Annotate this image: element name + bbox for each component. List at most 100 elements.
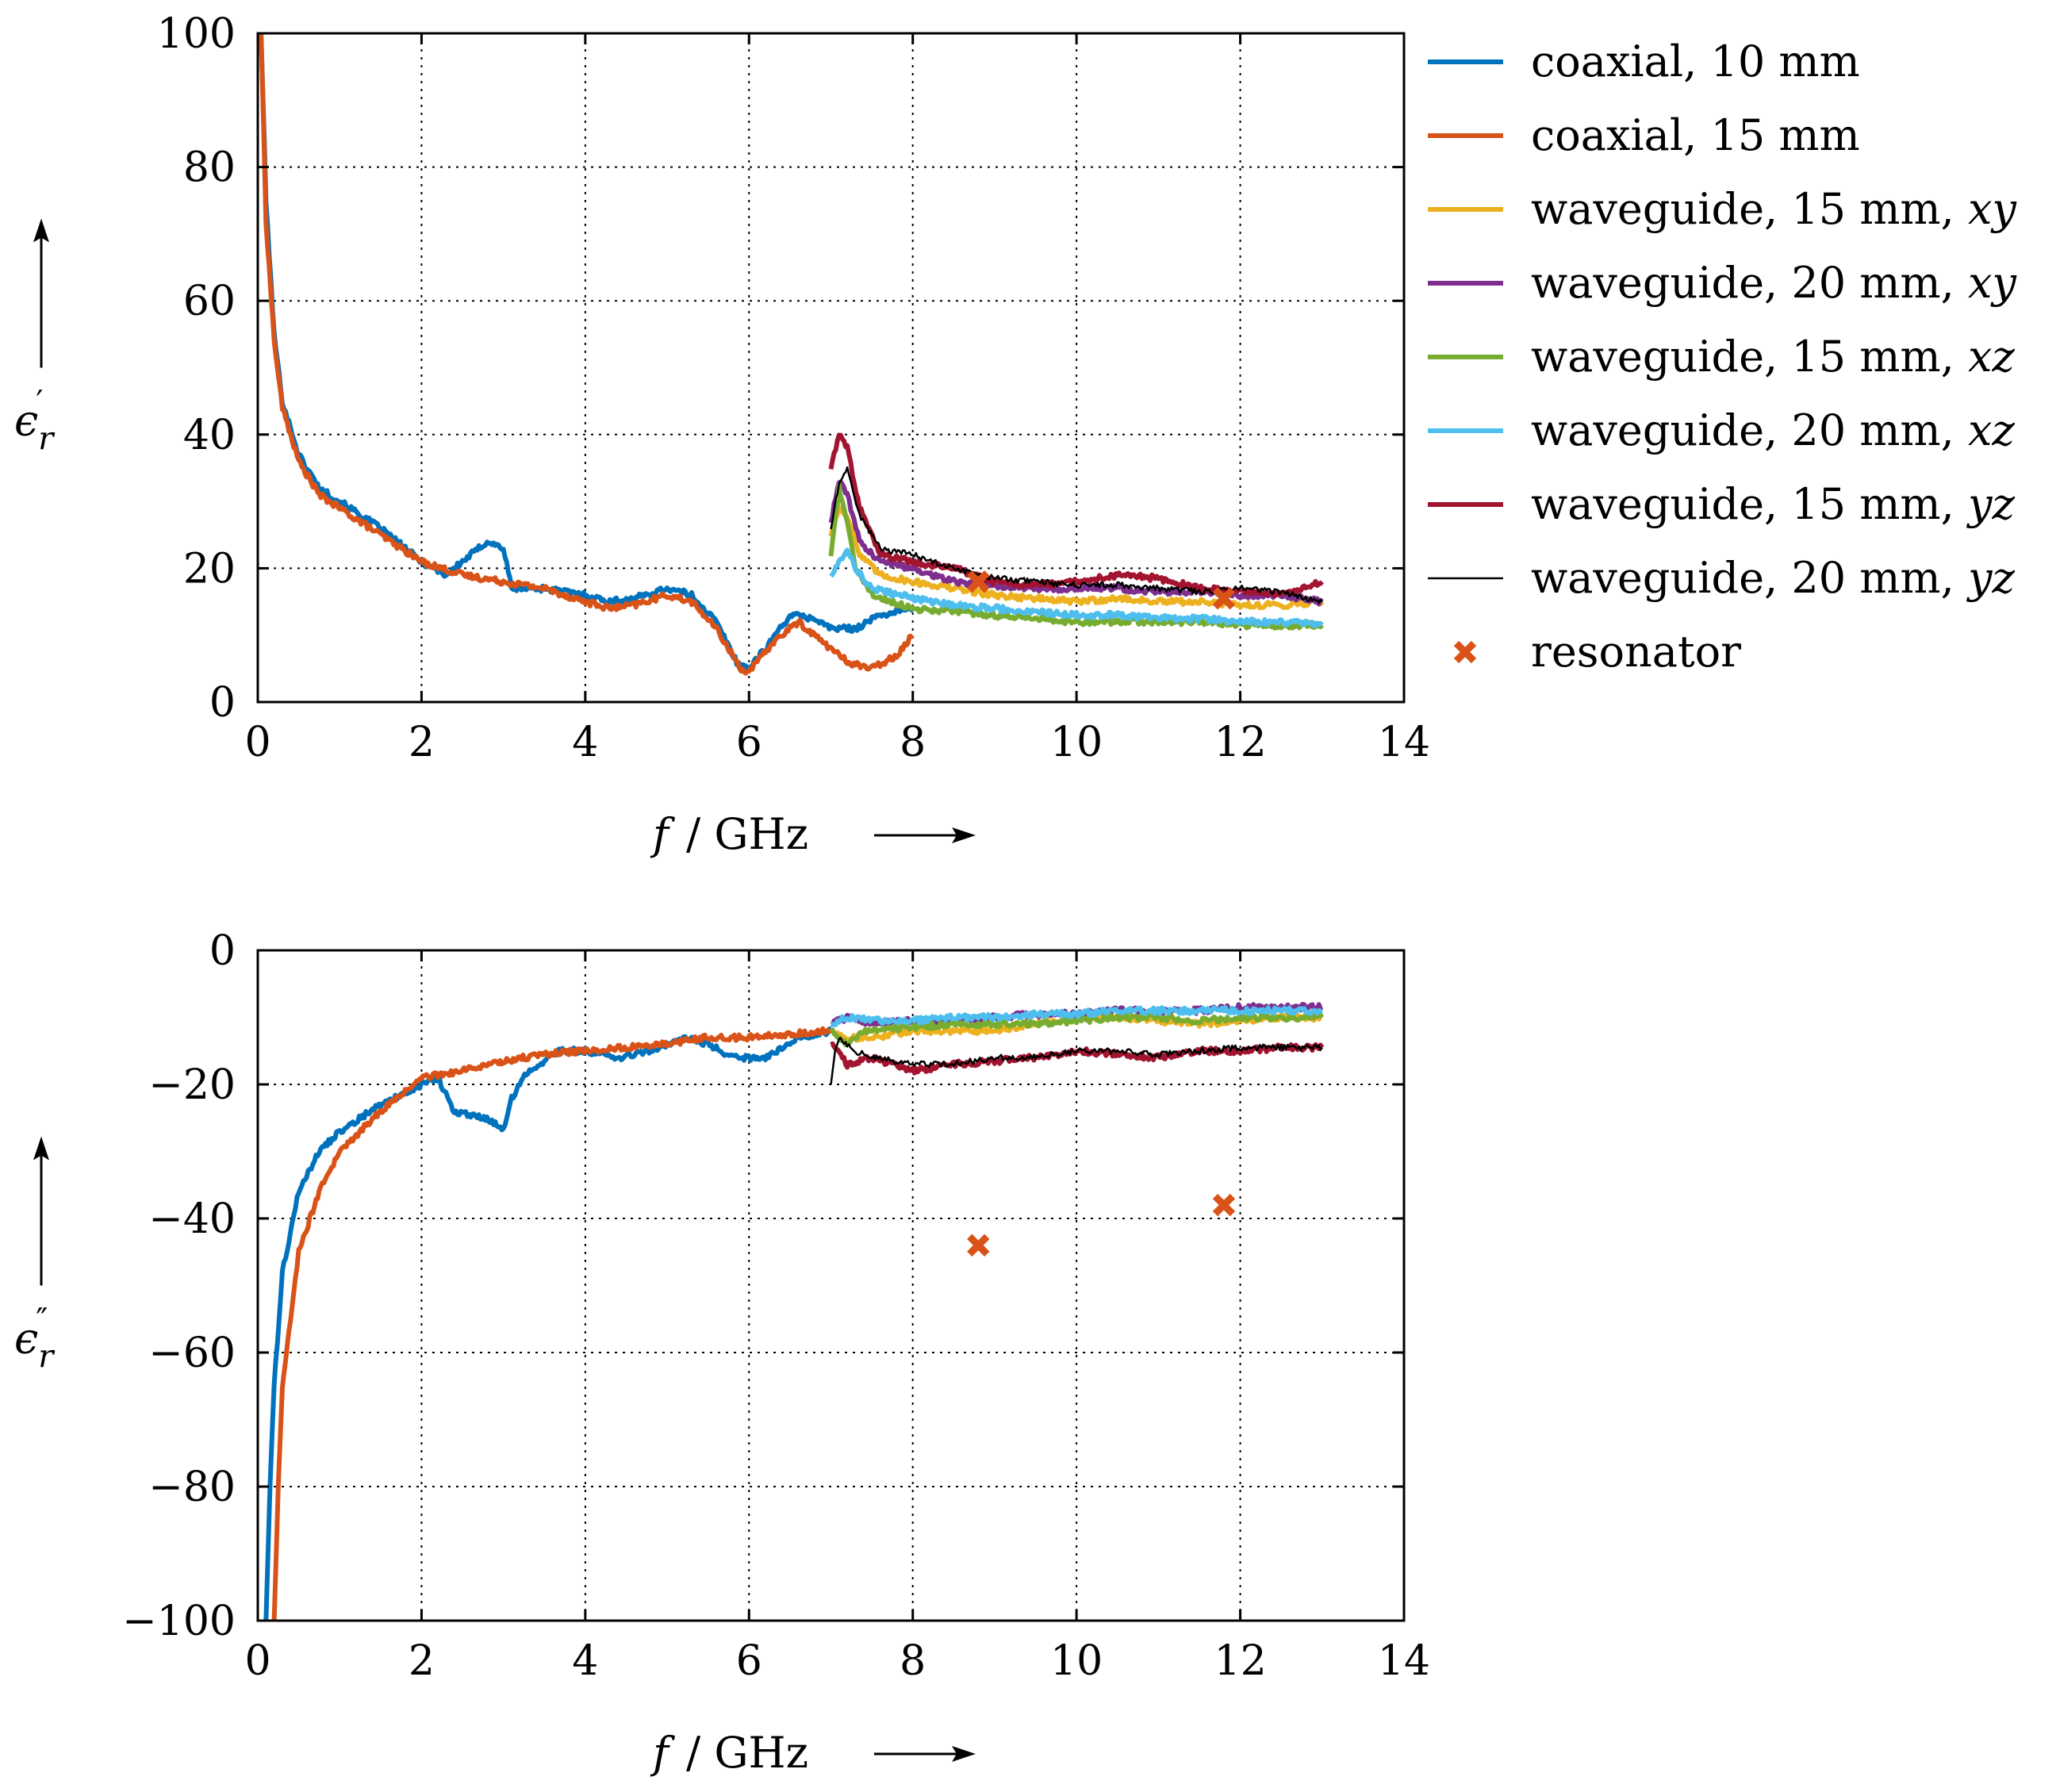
x-tick-label: 6 <box>736 1637 762 1685</box>
x-tick-label: 0 <box>244 1637 270 1685</box>
legend-item: waveguide, 15 mm, xz <box>1428 332 2015 382</box>
x-tick-label: 8 <box>900 1637 926 1685</box>
x-tick-label: 10 <box>1050 1637 1103 1685</box>
resonator-marker <box>1212 1193 1236 1217</box>
legend-label-text: coaxial, 15 mm <box>1531 110 1860 160</box>
x-tick-label: 14 <box>1378 1637 1430 1685</box>
resonator-marker <box>1212 587 1236 610</box>
legend-label-orientation: xy <box>1968 258 2017 308</box>
legend-label-orientation: yz <box>1966 553 2016 603</box>
x-axis-arrowhead <box>952 1746 976 1762</box>
legend-label: waveguide, 15 mm, yz <box>1531 479 2015 529</box>
marker-stroke <box>967 570 990 593</box>
legend-label-orientation: xz <box>1968 405 2015 455</box>
series-line-5 <box>829 547 1324 628</box>
marker-stroke <box>1212 1193 1236 1217</box>
legend-label-orientation: yz <box>1966 479 2016 529</box>
y-tick-label: 0 <box>209 927 236 975</box>
series-line-4 <box>829 1011 1325 1048</box>
x-axis-unit: / GHz <box>686 809 808 859</box>
legend-label: waveguide, 20 mm, xz <box>1531 405 2015 455</box>
legend-label: waveguide, 20 mm, xy <box>1531 258 2017 308</box>
x-axis-label: f / GHz <box>650 1728 808 1778</box>
legend-item: resonator <box>1453 627 1741 677</box>
y-axis-prime: ′ <box>36 385 43 421</box>
series-line-2 <box>828 505 1325 611</box>
resonator-marker <box>967 1234 990 1257</box>
legend-label-text: waveguide, 15 mm, <box>1531 479 1968 529</box>
y-tick-label: 40 <box>183 412 236 459</box>
legend-item: coaxial, 10 mm <box>1428 36 1860 86</box>
series-group <box>259 34 1325 676</box>
y-axis-subscript: r <box>38 1339 56 1376</box>
legend-label-text: coaxial, 10 mm <box>1531 36 1860 86</box>
y-axis-symbol: ϵ <box>14 1314 38 1364</box>
series-line-1 <box>271 1026 832 1621</box>
marker-stroke <box>1212 587 1236 610</box>
x-axis-label: f / GHz <box>650 809 808 859</box>
legend-item: coaxial, 15 mm <box>1428 110 1860 160</box>
y-axis-arrowhead <box>33 1136 49 1161</box>
x-tick-label: 4 <box>572 1637 598 1685</box>
x-tick-label: 4 <box>572 719 598 766</box>
legend-label-text: waveguide, 20 mm, <box>1531 405 1968 455</box>
legend-item: waveguide, 20 mm, yz <box>1428 553 2015 603</box>
x-tick-label: 2 <box>409 1637 435 1685</box>
legend-label-orientation: xz <box>1968 332 2015 382</box>
y-axis-label: ϵr′ <box>14 385 56 458</box>
y-axis-label: ϵr″ <box>14 1303 56 1376</box>
x-tick-label: 10 <box>1050 719 1103 766</box>
y-axis-arrowhead <box>33 218 49 243</box>
x-tick-label: 12 <box>1214 1637 1266 1685</box>
legend-label: waveguide, 15 mm, xz <box>1531 332 2015 382</box>
legend-item: waveguide, 20 mm, xy <box>1428 258 2017 308</box>
x-axis-unit: / GHz <box>686 1728 808 1778</box>
y-tick-label: −20 <box>148 1061 236 1109</box>
plot-frame <box>256 32 1406 704</box>
series-line-7 <box>830 1037 1323 1085</box>
legend-label: waveguide, 20 mm, yz <box>1531 553 2015 603</box>
marker-stroke <box>967 1234 990 1257</box>
series-line-0 <box>259 34 915 673</box>
series-line-5 <box>830 1005 1323 1028</box>
y-tick-label: 80 <box>183 144 236 192</box>
legend-label-text: resonator <box>1531 627 1741 677</box>
series-line-7 <box>830 466 1323 604</box>
plot-frame <box>256 949 1406 1622</box>
y-tick-label: −100 <box>122 1598 236 1645</box>
x-axis-arrowhead <box>952 827 976 843</box>
x-tick-label: 14 <box>1378 719 1430 766</box>
series-line-1 <box>259 34 915 676</box>
series-group <box>263 1002 1325 1621</box>
series-line-6 <box>828 432 1325 599</box>
y-tick-label: 0 <box>209 679 236 727</box>
y-axis-subscript: r <box>38 421 56 458</box>
x-tick-label: 12 <box>1214 719 1266 766</box>
legend-label-text: waveguide, 20 mm, <box>1531 553 1968 603</box>
y-tick-label: −40 <box>148 1195 236 1243</box>
y-tick-label: 100 <box>157 10 236 58</box>
legend-item: waveguide, 15 mm, xy <box>1428 184 2017 234</box>
legend-swatch <box>1453 640 1477 664</box>
resonator-marker <box>967 570 990 593</box>
series-line-0 <box>263 1026 833 1621</box>
legend-label: coaxial, 10 mm <box>1531 36 1860 86</box>
y-axis-prime: ″ <box>36 1303 48 1339</box>
x-tick-label: 8 <box>900 719 926 766</box>
x-axis-symbol: f <box>650 809 675 859</box>
y-tick-label: −60 <box>148 1330 236 1377</box>
legend-item: waveguide, 20 mm, xz <box>1428 405 2015 455</box>
legend-label-text: waveguide, 20 mm, <box>1531 258 1968 308</box>
chart-panel-top: 0 2 4 6 8 10 12 14 0 20 40 60 80 100 f / GHz ϵr′ <box>14 10 1430 859</box>
chart-panel-bottom: 0 2 4 6 8 10 12 14 −100 −80 −60 −40 −20 0 f / GHz ϵr″ <box>14 927 1430 1778</box>
x-tick-label: 2 <box>409 719 435 766</box>
legend-label-text: waveguide, 15 mm, <box>1531 184 1968 234</box>
y-tick-label: 60 <box>183 278 236 325</box>
legend: coaxial, 10 mm coaxial, 15 mm waveguide, 1… <box>1428 36 2017 677</box>
x-tick-label: 6 <box>736 719 762 766</box>
legend-label-orientation: xy <box>1968 184 2017 234</box>
y-tick-label: 20 <box>183 545 236 593</box>
legend-item: waveguide, 15 mm, yz <box>1428 479 2015 529</box>
legend-label-text: waveguide, 15 mm, <box>1531 332 1968 382</box>
